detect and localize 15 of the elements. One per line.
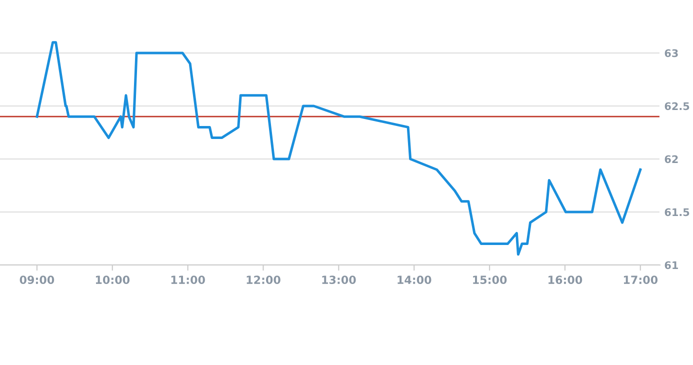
x-tick-label: 13:00 [322,276,356,284]
x-tick-label: 17:00 [624,276,658,284]
x-tick-label: 09:00 [20,276,54,284]
x-tick-label: 10:00 [96,276,130,284]
x-tick-label: 16:00 [548,276,582,284]
x-tick-label: 12:00 [246,276,280,284]
line-series [36,41,642,256]
x-tick-label: 11:00 [171,276,205,284]
y-tick-label: 61 [664,261,678,270]
x-tick-label: 14:00 [398,276,432,284]
y-tick-label: 63 [664,49,678,58]
y-tick-label: 61.5 [664,208,690,216]
x-tick-label: 15:00 [473,276,507,284]
y-tick-label: 62 [664,155,678,164]
y-tick-label: 62.5 [664,102,690,110]
